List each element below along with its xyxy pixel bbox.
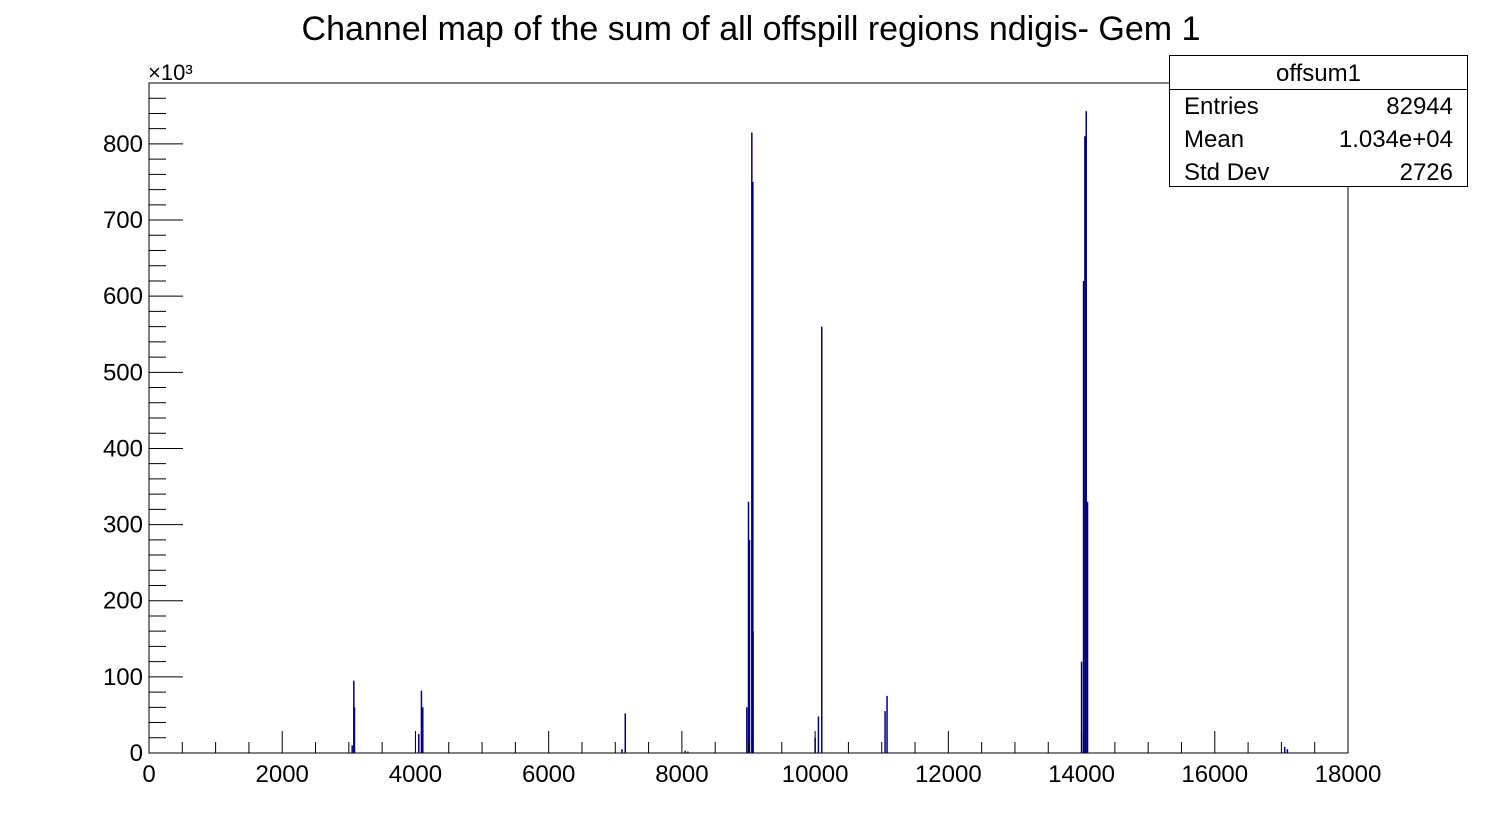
y-tick-label: 800 — [103, 131, 143, 158]
x-tick-label: 4000 — [389, 761, 442, 788]
stats-entries-label: Entries — [1184, 93, 1259, 120]
x-tick-label: 12000 — [915, 761, 982, 788]
x-tick-label: 14000 — [1048, 761, 1115, 788]
y-tick-label: 500 — [103, 359, 143, 386]
x-tick-label: 18000 — [1315, 761, 1382, 788]
y-tick-label: 300 — [103, 512, 143, 539]
y-tick-label: 700 — [103, 207, 143, 234]
x-tick-label: 0 — [142, 761, 155, 788]
stats-std-dev-label: Std Dev — [1184, 159, 1270, 186]
y-tick-label: 100 — [103, 664, 143, 691]
y-tick-label: 400 — [103, 435, 143, 462]
stats-row-entries: Entries 82944 — [1184, 90, 1453, 123]
y-axis: 0 100 200 300 400 500 600 700 800 — [103, 82, 183, 767]
stats-row-std-dev: Std Dev 2726 — [1184, 156, 1453, 189]
y-tick-label: 600 — [103, 283, 143, 310]
stats-row-mean: Mean 1.034e+04 — [1184, 123, 1453, 156]
x-tick-label: 16000 — [1181, 761, 1248, 788]
stats-box-title: offsum1 — [1170, 56, 1467, 90]
stats-std-dev-value: 2726 — [1399, 159, 1453, 186]
stats-box: offsum1 Entries 82944 Mean 1.034e+04 Std… — [1169, 55, 1468, 187]
stats-mean-value: 1.034e+04 — [1338, 126, 1453, 153]
x-tick-label: 2000 — [256, 761, 309, 788]
y-multiplier-label: ×10³ — [148, 60, 193, 85]
chart-title: Channel map of the sum of all offspill r… — [302, 10, 1201, 48]
histogram-bars — [351, 111, 1289, 753]
x-tick-label: 6000 — [522, 761, 575, 788]
x-tick-label: 8000 — [655, 761, 708, 788]
y-tick-label: 0 — [130, 740, 143, 767]
x-tick-label: 10000 — [782, 761, 849, 788]
x-axis: 0 2000 4000 6000 8000 10000 12000 14000 16000 180… — [142, 731, 1381, 788]
stats-mean-label: Mean — [1184, 126, 1245, 153]
stats-entries-value: 82944 — [1386, 93, 1453, 120]
y-tick-label: 200 — [103, 588, 143, 615]
